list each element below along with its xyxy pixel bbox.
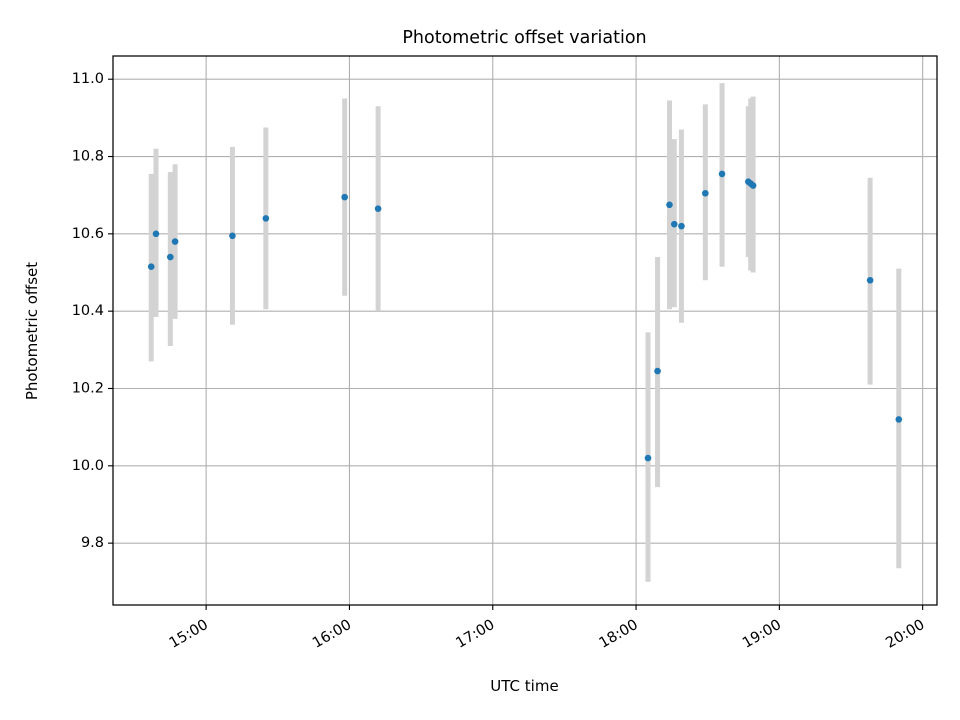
- data-point: [666, 201, 673, 209]
- data-point: [895, 416, 903, 423]
- y-tick-label: 11.0: [72, 71, 104, 87]
- y-axis-label: Photometric offset: [23, 262, 41, 400]
- x-axis-label: UTC time: [490, 677, 558, 695]
- y-tick-label: 10.6: [72, 226, 104, 242]
- data-point: [167, 253, 174, 261]
- data-point: [749, 182, 757, 189]
- data-point: [678, 222, 685, 230]
- data-point: [374, 205, 382, 213]
- data-point: [147, 263, 155, 271]
- data-point: [229, 232, 236, 240]
- y-tick-label: 10.8: [72, 149, 104, 165]
- y-tick-label: 10.4: [72, 303, 104, 319]
- data-point: [670, 220, 678, 228]
- data-point: [262, 215, 270, 222]
- y-tick-label: 10.0: [72, 458, 104, 474]
- y-tick-label: 9.8: [81, 535, 104, 551]
- data-point: [866, 276, 874, 284]
- data-point: [644, 454, 652, 462]
- data-point: [654, 367, 661, 375]
- y-tick-label: 10.2: [72, 380, 104, 396]
- chart-title: Photometric offset variation: [402, 28, 646, 48]
- plot-area-frame: [112, 55, 938, 606]
- data-point: [718, 170, 726, 178]
- data-point: [341, 193, 348, 201]
- data-point: [152, 230, 160, 238]
- data-point: [702, 189, 709, 197]
- data-points: [147, 170, 903, 462]
- grid: [113, 56, 937, 605]
- data-point: [171, 238, 179, 245]
